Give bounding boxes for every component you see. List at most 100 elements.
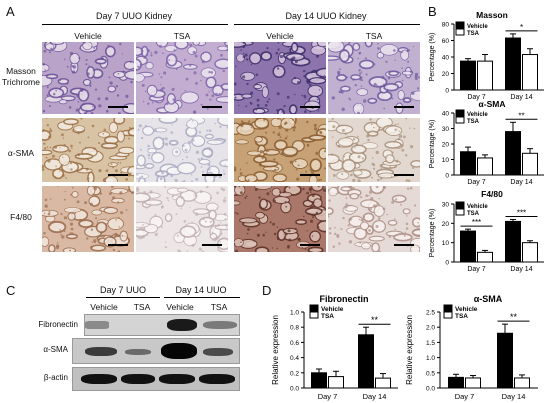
- micrograph-tile: [136, 186, 228, 252]
- wb-group-underline-day7: [86, 297, 160, 298]
- y-tick-label: 1.5: [426, 340, 435, 347]
- x-tick-label: Day 7: [467, 94, 485, 101]
- bar-tsa-day7: [477, 251, 493, 263]
- x-tick-label: Day 7: [455, 392, 475, 401]
- significance-marker: ***: [517, 208, 526, 217]
- panel-label-b: B: [428, 4, 437, 19]
- wb-group-day14: Day 14 UUO: [175, 285, 227, 295]
- bar-vehicle-day7: [448, 376, 464, 389]
- significance-marker: *: [520, 23, 523, 32]
- y-tick-label: 0.2: [290, 370, 299, 377]
- row-label-f480: F4/80: [10, 212, 32, 222]
- chart-masson: Masson Percentage (%) 0 20 40 60 80 Day 7 Day 14…: [429, 10, 544, 101]
- scale-bar: [394, 244, 414, 246]
- wb-row-fibronectin: Fibronectin: [38, 320, 78, 329]
- legend-label: Vehicle: [467, 204, 488, 210]
- wb-group-day7: Day 7 UUO: [99, 285, 146, 295]
- chart-asma-expression: α-SMA Relative expression 0.0 0.5 1.0 1.5 2.0 2…: [405, 294, 538, 401]
- scale-bar: [202, 174, 222, 176]
- micrograph-tile: [42, 118, 134, 182]
- y-tick-label: 0: [445, 260, 449, 267]
- bar-vehicle-day14: [505, 220, 521, 263]
- micrograph-tile: [328, 118, 420, 182]
- x-tick-label: Day 14: [510, 179, 532, 186]
- legend-swatch: [455, 201, 465, 209]
- bar-tsa-day7: [328, 376, 344, 389]
- y-tick-label: 10: [442, 240, 450, 247]
- bar-tsa-day7: [477, 60, 493, 91]
- scale-bar: [300, 244, 320, 246]
- y-axis-label: Percentage (%): [429, 120, 436, 169]
- legend-label: TSA: [321, 313, 334, 320]
- group-underline-day14: [234, 24, 420, 25]
- band-asma-vehicle-d7: [85, 347, 117, 356]
- legend-swatch: [309, 304, 319, 312]
- band-fibronectin-vehicle-d14: [167, 319, 197, 331]
- y-tick-label: 2.0: [426, 325, 435, 332]
- bar-vehicle-day14: [358, 334, 374, 389]
- column-header-vehicle-d14: Vehicle: [266, 31, 294, 41]
- wb-row-asma: α-SMA: [43, 345, 68, 354]
- wb-group-underline-day14: [164, 297, 240, 298]
- band-asma-vehicle-d14: [161, 343, 197, 359]
- significance-marker: ***: [472, 218, 481, 227]
- group-underline-day7: [42, 24, 228, 25]
- y-tick-label: 2.5: [426, 310, 435, 317]
- x-tick-label: Day 14: [363, 392, 387, 401]
- row-label-asma: α-SMA: [7, 148, 35, 158]
- legend-swatch: [455, 21, 465, 29]
- y-axis-label: Percentage (%): [429, 33, 436, 82]
- y-axis-label: Relative expression: [405, 315, 414, 385]
- scale-bar: [202, 244, 222, 246]
- bar-tsa-day14: [522, 152, 538, 176]
- bar-tsa-day7: [477, 157, 493, 176]
- significance-marker: **: [510, 312, 518, 322]
- y-tick-label: 0.6: [290, 340, 299, 347]
- bar-tsa-day14: [514, 377, 530, 389]
- bar-vehicle-day7: [460, 151, 476, 176]
- micrograph-tile: [136, 118, 228, 182]
- chart-f480: F4/80 Percentage (%) 0 10 20 30 Day 7 *** Day 14…: [429, 189, 544, 273]
- legend-label: Vehicle: [321, 306, 344, 313]
- band-bactin-vehicle-d14: [159, 374, 195, 384]
- chart-title: α-SMA: [479, 99, 506, 109]
- y-tick-label: 30: [442, 126, 450, 133]
- column-header-vehicle-d7: Vehicle: [74, 31, 102, 41]
- legend-swatch: [455, 208, 465, 216]
- bar-tsa-day14: [522, 54, 538, 91]
- scale-bar: [108, 244, 128, 246]
- band-fibronectin-vehicle-d7: [85, 321, 109, 329]
- scale-bar: [394, 174, 414, 176]
- panel-label-a: A: [6, 4, 15, 19]
- blot-bactin: [72, 367, 240, 391]
- x-tick-label: Day 7: [467, 179, 485, 186]
- y-tick-label: 80: [442, 22, 450, 29]
- scale-bar: [300, 106, 320, 108]
- legend-label: TSA: [467, 119, 480, 125]
- bar-vehicle-day7: [460, 230, 476, 263]
- bar-vehicle-day7: [311, 372, 327, 389]
- micrograph-tile: [42, 186, 134, 252]
- legend-label: TSA: [455, 313, 468, 320]
- bar-vehicle-day7: [460, 60, 476, 91]
- y-tick-label: 0.0: [426, 386, 435, 393]
- y-tick-label: 1.0: [426, 355, 435, 362]
- band-asma-tsa-d14: [203, 348, 233, 356]
- y-tick-label: 0.5: [426, 370, 435, 377]
- y-tick-label: 0.8: [290, 325, 299, 332]
- significance-marker: **: [518, 111, 524, 120]
- y-tick-label: 40: [442, 111, 450, 118]
- legend-swatch: [309, 311, 319, 319]
- chart-asma-percentage: α-SMA Percentage (%) 0 10 20 30 40 Day 7 Day 14 *…: [429, 99, 544, 186]
- bar-tsa-day7: [465, 377, 481, 389]
- blot-asma: [72, 338, 240, 364]
- scale-bar: [108, 106, 128, 108]
- bar-vehicle-day14: [505, 131, 521, 176]
- band-bactin-tsa-d14: [199, 374, 235, 384]
- legend-label: TSA: [467, 31, 480, 37]
- scale-bar: [108, 174, 128, 176]
- micrograph-tile: [328, 42, 420, 114]
- band-bactin-vehicle-d7: [81, 374, 117, 384]
- y-tick-label: 0.4: [290, 355, 299, 362]
- y-tick-label: 20: [442, 142, 450, 149]
